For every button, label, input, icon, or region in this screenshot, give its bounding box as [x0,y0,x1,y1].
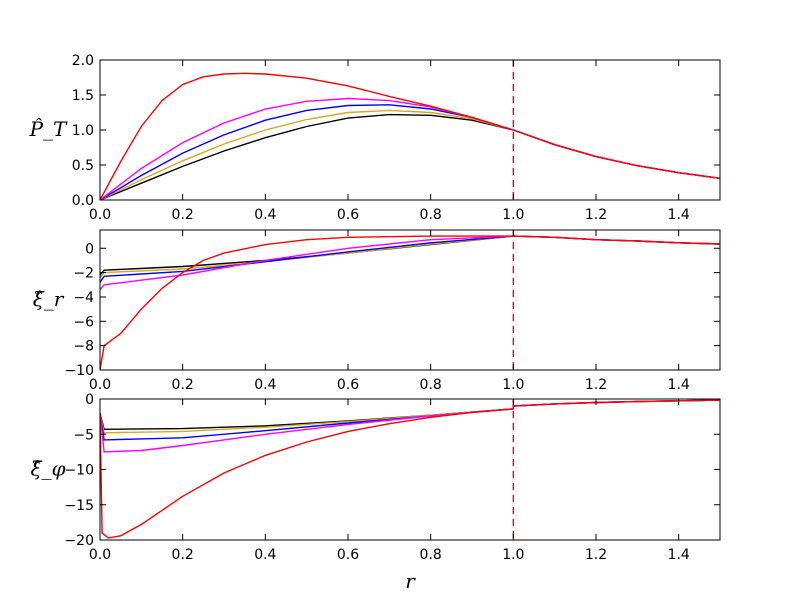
y-tick-label: 0 [85,392,94,408]
panel-0: 0.0 0.2 0.4 0.6 0.8 1.0 1.2 1.4 0.0 0.5 1.0 1.5 2.0 P… [29,53,721,223]
x-tick-label: 0.8 [420,377,442,393]
y-tick-label: 0.5 [72,158,94,174]
y-axis-label: ξ̂_φ [30,457,65,481]
x-tick-label: 1.0 [502,207,524,223]
y-tick-label: 2.0 [72,53,94,69]
x-tick-label: 1.2 [585,207,607,223]
panel-2: 0.0 0.2 0.4 0.6 0.8 1.0 1.2 1.4 −20 −15 −10 −5 0 ξ̂_φ [30,392,721,563]
x-tick-label: 1.4 [668,377,690,393]
x-tick-label: 0.0 [89,377,111,393]
series-line-3 [100,235,720,291]
x-tick-label: 0.8 [420,547,442,563]
x-tick-label: 1.0 [502,547,524,563]
series-line-1 [100,109,720,200]
y-axis-label: ξ̂_r [33,287,65,311]
y-tick-label: −20 [64,533,94,549]
panel-1: 0.0 0.2 0.4 0.6 0.8 1.0 1.2 1.4 −10 −8 −6 −4 −2 0 ξ̂_r [33,229,721,393]
y-tick-label: 1.0 [72,123,94,139]
y-tick-label: 1.5 [72,88,94,104]
y-tick-label: −5 [73,427,94,443]
y-tick-label: −10 [64,363,94,379]
x-tick-label: 0.4 [254,377,276,393]
axes-frame [99,229,721,371]
y-tick-label: 0.0 [72,193,94,209]
x-tick-label: 0.4 [254,547,276,563]
y-tick-label: −4 [73,290,94,306]
x-axis-label: r [405,569,416,593]
x-tick-label: 0.6 [337,377,359,393]
x-tick-label: 1.0 [502,377,524,393]
series-line-4 [100,399,720,539]
x-tick-label: 1.2 [585,377,607,393]
y-tick-label: 0 [85,241,94,257]
series-line-4 [100,72,720,200]
series-line-2 [100,235,720,283]
y-axis-label: P̂_T [29,117,68,141]
x-tick-label: 0.2 [172,377,194,393]
x-tick-label: 0.0 [89,547,111,563]
x-tick-label: 1.4 [668,547,690,563]
x-tick-label: 0.0 [89,207,111,223]
x-tick-label: 0.8 [420,207,442,223]
series-line-2 [100,104,720,200]
series-line-3 [100,399,720,453]
y-tick-label: −8 [73,339,94,355]
y-tick-label: −10 [64,463,94,479]
x-tick-label: 0.2 [172,547,194,563]
y-tick-label: −2 [73,266,94,282]
y-tick-label: −6 [73,314,94,330]
y-tick-label: −15 [64,498,94,514]
x-tick-label: 0.6 [337,547,359,563]
x-tick-label: 0.4 [254,207,276,223]
series-line-4 [100,235,720,370]
series-line-0 [100,399,720,431]
x-tick-label: 1.2 [585,547,607,563]
x-tick-label: 0.6 [337,207,359,223]
x-tick-label: 1.4 [668,207,690,223]
x-tick-label: 0.2 [172,207,194,223]
